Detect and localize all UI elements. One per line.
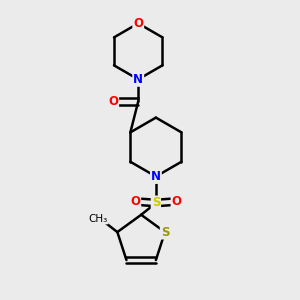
Text: S: S	[152, 196, 160, 209]
Text: O: O	[133, 17, 143, 30]
Text: O: O	[108, 95, 118, 108]
Text: N: N	[133, 73, 143, 86]
Text: O: O	[130, 195, 140, 208]
Text: CH₃: CH₃	[88, 214, 108, 224]
Text: N: N	[151, 170, 161, 183]
Text: O: O	[172, 195, 182, 208]
Text: S: S	[161, 226, 169, 238]
